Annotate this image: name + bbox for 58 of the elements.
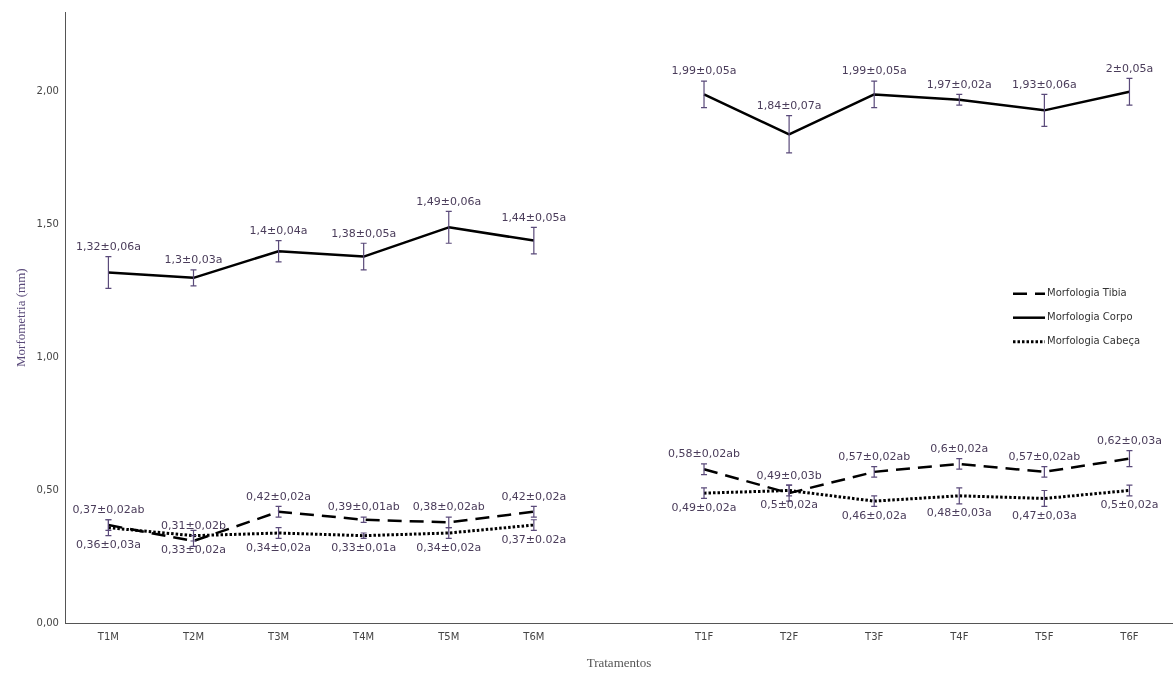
x-tick-label: T6M: [522, 630, 545, 642]
data-label: 0,49±0,02a: [671, 500, 737, 514]
data-label: 0,38±0,02ab: [412, 500, 485, 514]
y-tick-label: 2,00: [36, 85, 59, 97]
data-label: 0,57±0,02ab: [1008, 449, 1081, 463]
data-label: 1,97±0,02a: [926, 77, 992, 91]
y-axis-title: Morfometria (mm): [13, 268, 29, 367]
data-label: 0,36±0,03a: [75, 538, 141, 552]
data-label: 0,34±0,02a: [246, 540, 312, 554]
data-label: 0,57±0,02ab: [838, 449, 911, 463]
data-label: 1,32±0,06a: [75, 239, 141, 253]
data-label: 1,93±0,06a: [1011, 77, 1077, 91]
data-label: 1,3±0,03a: [164, 253, 223, 267]
data-label: 0,5±0,02a: [1100, 498, 1159, 512]
data-label: 0,33±0,02a: [161, 543, 226, 557]
data-label: 0,6±0,02a: [930, 441, 989, 455]
x-tick-label: T3F: [864, 630, 884, 642]
data-label: 0,62±0,03a: [1096, 433, 1162, 447]
x-tick-label: T5F: [1034, 630, 1054, 642]
data-label: 0,42±0,02a: [501, 489, 567, 503]
y-tick-label: 1,50: [36, 218, 59, 230]
data-label: 0,37±0.02a: [501, 532, 567, 546]
data-label: 1,99±0,05a: [841, 64, 907, 78]
legend-label: Morfologia Corpo: [1047, 311, 1133, 323]
x-tick-label: T3M: [267, 630, 290, 642]
x-tick-label: T4M: [352, 630, 375, 642]
data-label: 0,37±0,02ab: [72, 503, 145, 517]
data-label: 0,49±0,03b: [756, 468, 822, 482]
data-label: 0,58±0,02ab: [668, 447, 740, 461]
x-tick-label: T4F: [949, 630, 969, 642]
x-tick-label: T1F: [693, 630, 714, 642]
x-tick-label: T6F: [1119, 630, 1139, 642]
data-label: 1,84±0,07a: [756, 99, 822, 113]
data-label: 1,38±0,05a: [331, 226, 397, 240]
x-tick-label: T1M: [96, 630, 119, 642]
y-tick-label: 1,00: [36, 351, 59, 363]
data-label: 0,48±0,03a: [926, 506, 992, 520]
x-tick-label: T2F: [778, 630, 799, 642]
x-tick-label: T2M: [181, 630, 205, 642]
data-label: 2±0,05a: [1105, 61, 1154, 75]
data-label: 0,39±0,01ab: [327, 500, 400, 514]
data-label: 1,49±0,06a: [416, 194, 482, 208]
data-label: 0,42±0,02a: [246, 489, 312, 503]
y-tick-label: 0,00: [36, 616, 59, 628]
x-tick-label: T5M: [437, 630, 460, 642]
data-label: 0,5±0,02a: [760, 498, 819, 512]
data-label: 0,47±0,03a: [1011, 508, 1077, 522]
data-label: 0,31±0,02b: [160, 519, 227, 533]
data-label: 0,34±0,02a: [416, 540, 482, 554]
legend-label: Morfologia Tibia: [1047, 287, 1127, 299]
x-axis-title: Tratamentos: [586, 654, 652, 670]
legend-label: Morfologia Cabeça: [1047, 335, 1141, 347]
data-label: 0,46±0,02a: [841, 508, 907, 522]
data-label: 1,4±0,04a: [249, 223, 308, 237]
data-label: 1,99±0,05a: [671, 64, 737, 78]
data-label: 1,44±0,05a: [501, 210, 567, 224]
data-label: 0,33±0,01a: [331, 540, 397, 554]
y-tick-label: 0,50: [36, 484, 59, 496]
